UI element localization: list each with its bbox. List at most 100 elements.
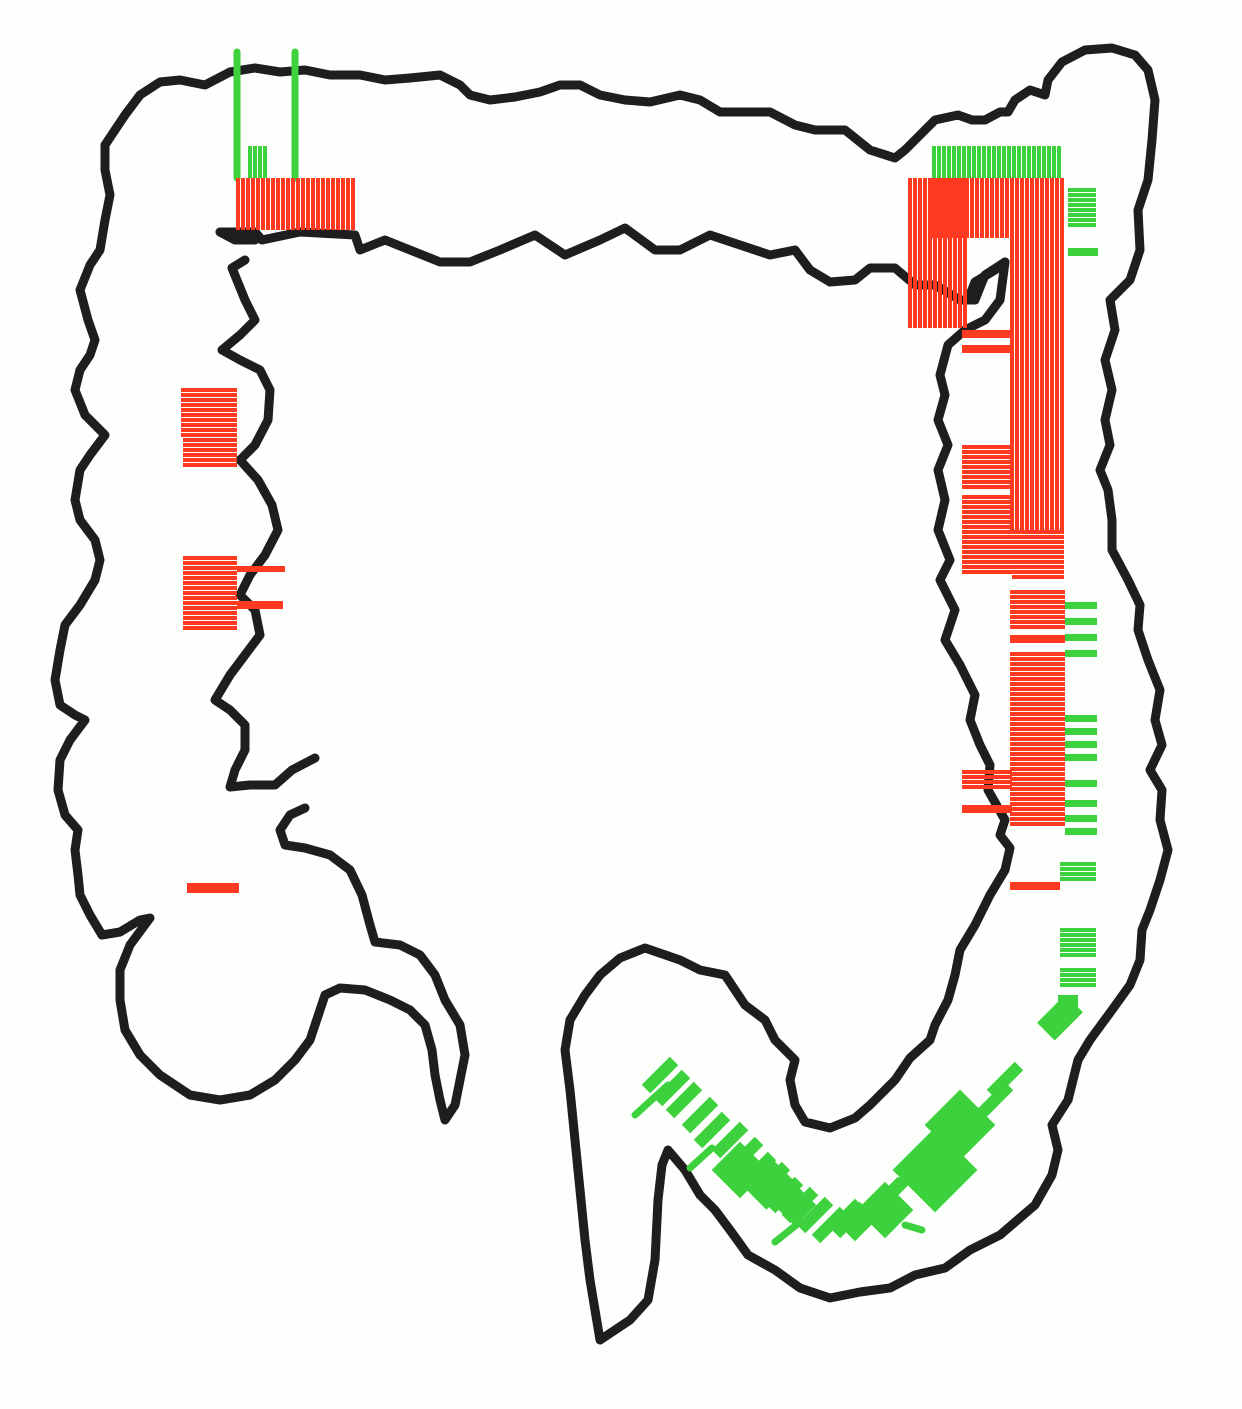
red-mark: [1025, 230, 1029, 530]
red-mark: [962, 535, 1012, 539]
red-mark: [246, 178, 250, 230]
red-mark: [183, 571, 237, 575]
red-mark: [1010, 717, 1065, 721]
red-mark: [311, 178, 315, 230]
green-mark: [1060, 953, 1096, 957]
red-mark: [1012, 570, 1064, 574]
ascending-colon-inner-wall: [210, 255, 320, 792]
green-mark: [1060, 938, 1096, 942]
red-mark: [1010, 657, 1065, 661]
green-mark: [1022, 146, 1026, 178]
red-mark: [183, 601, 237, 605]
red-mark: [286, 178, 290, 230]
green-mark: [1068, 218, 1096, 222]
red-mark: [1010, 732, 1065, 736]
red-mark: [1015, 230, 1019, 530]
green-mark: [665, 1081, 703, 1119]
red-mark: [962, 520, 1012, 524]
red-mark: [1005, 178, 1009, 238]
red-mark: [181, 408, 237, 412]
red-mark: [181, 413, 237, 417]
green-mark: [1060, 983, 1096, 987]
red-mark: [962, 480, 1012, 484]
green-mark: [1052, 146, 1056, 178]
green-mark: [1065, 828, 1097, 835]
green-mark: [1065, 602, 1097, 609]
green-mark: [771, 1218, 804, 1246]
red-mark: [965, 178, 969, 238]
red-mark: [183, 581, 237, 585]
red-mark: [183, 458, 237, 462]
red-mark: [985, 178, 989, 238]
red-mark: [975, 178, 979, 238]
green-mark: [1037, 994, 1083, 1041]
red-mark: [1012, 565, 1064, 569]
red-mark: [1050, 178, 1054, 238]
red-mark: [336, 178, 340, 230]
red-mark: [183, 591, 237, 595]
red-mark: [1035, 230, 1039, 530]
red-mark: [181, 433, 237, 437]
red-mark: [183, 606, 237, 610]
red-mark: [962, 525, 1012, 529]
green-mark: [1012, 146, 1016, 178]
red-mark: [1010, 610, 1065, 614]
red-mark: [1035, 178, 1039, 238]
red-mark: [181, 423, 237, 427]
red-mark: [346, 178, 350, 230]
red-mark: [1010, 762, 1065, 766]
red-mark: [326, 178, 330, 230]
green-mark: [653, 1069, 691, 1107]
green-mark: [1065, 780, 1097, 787]
green-mark: [986, 1061, 1024, 1099]
green-mark: [263, 146, 267, 178]
red-mark: [943, 178, 947, 328]
green-mark: [1068, 188, 1096, 192]
red-mark: [1012, 535, 1064, 539]
red-mark: [271, 178, 275, 230]
red-mark: [1060, 178, 1064, 238]
red-mark: [945, 178, 949, 238]
red-mark: [950, 178, 954, 238]
green-mark: [253, 146, 257, 178]
red-mark: [1010, 772, 1065, 776]
red-mark: [1012, 560, 1064, 564]
green-mark: [631, 1081, 672, 1119]
green-mark: [992, 146, 996, 178]
red-mark: [1010, 595, 1065, 599]
hepatic-flexure-hook: [215, 227, 260, 245]
green-mark: [1032, 146, 1036, 178]
red-mark: [962, 460, 1012, 464]
red-mark: [940, 178, 944, 238]
green-mark: [711, 1121, 749, 1159]
red-mark: [1010, 822, 1065, 826]
red-mark: [908, 178, 912, 328]
red-mark: [962, 455, 1012, 459]
red-mark: [1010, 812, 1065, 816]
red-mark: [1010, 817, 1065, 821]
green-mark: [796, 1196, 834, 1234]
green-mark: [693, 1111, 731, 1149]
red-mark: [237, 601, 283, 609]
green-mark: [1068, 213, 1096, 217]
red-mark: [970, 178, 974, 238]
red-mark: [261, 178, 265, 230]
red-mark: [187, 883, 239, 893]
red-mark: [1010, 178, 1014, 238]
red-mark: [1010, 615, 1065, 619]
red-mark: [962, 775, 1012, 779]
red-mark: [1045, 178, 1049, 238]
red-mark: [1010, 230, 1014, 530]
red-mark: [962, 550, 1012, 554]
red-mark: [1055, 230, 1059, 530]
red-mark: [1010, 757, 1065, 761]
red-mark: [918, 178, 922, 328]
green-mark: [833, 1198, 877, 1242]
red-mark: [933, 178, 937, 328]
green-mark: [1068, 193, 1096, 197]
green-mark: [1068, 248, 1098, 256]
green-mark: [1060, 933, 1096, 937]
red-mark: [995, 178, 999, 238]
green-mark: [924, 1089, 996, 1161]
